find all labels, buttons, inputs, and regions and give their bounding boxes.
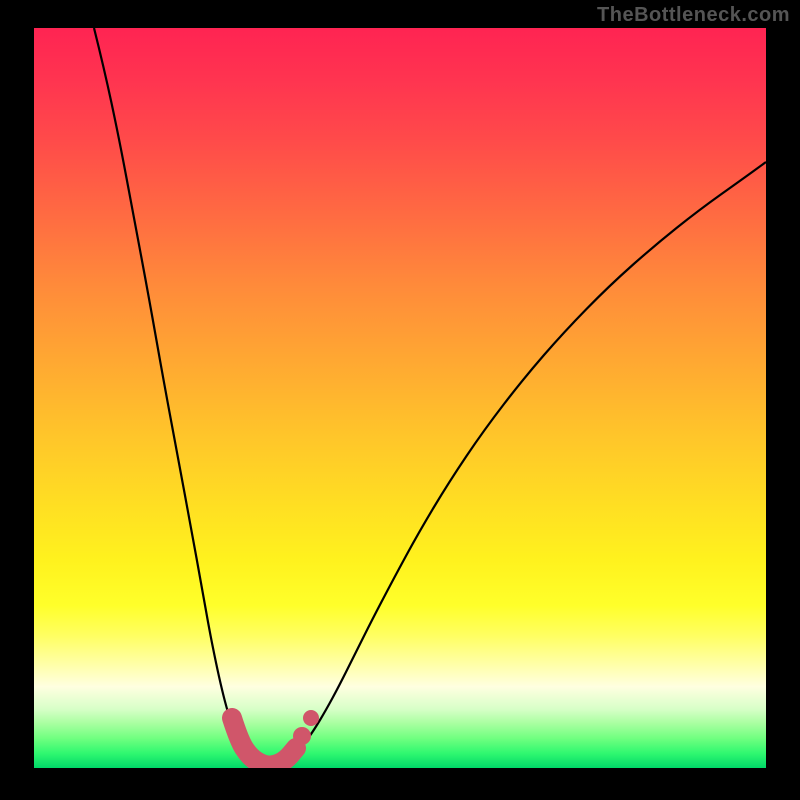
plot-area (34, 28, 766, 768)
curve-layer (34, 28, 766, 768)
bottleneck-curve (94, 28, 766, 768)
overlay-dot (303, 710, 319, 726)
watermark-text: TheBottleneck.com (597, 4, 790, 27)
chart-canvas: TheBottleneck.com (0, 0, 800, 800)
overlay-u-shape (232, 718, 296, 766)
overlay-dot (293, 727, 311, 745)
